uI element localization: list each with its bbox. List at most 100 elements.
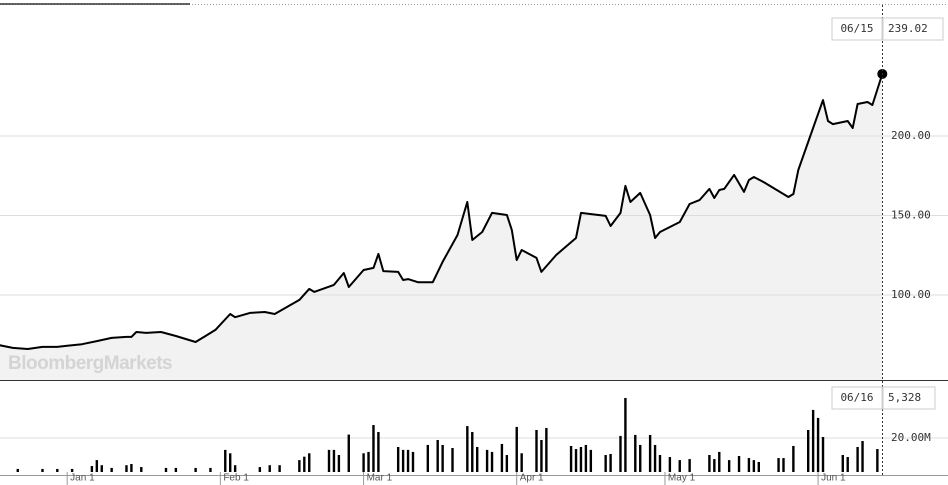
price-readout-box bbox=[882, 17, 944, 41]
volume-bar bbox=[209, 467, 212, 472]
date-readout: 06/15 bbox=[840, 22, 873, 35]
volume-bar bbox=[648, 434, 652, 472]
volume-bar bbox=[229, 453, 232, 472]
volume-bar bbox=[308, 453, 311, 472]
volume-bar bbox=[337, 454, 341, 472]
date-readout-box bbox=[831, 17, 883, 41]
x-tick-label: Jun 1 bbox=[821, 473, 846, 484]
price-area bbox=[0, 74, 883, 380]
volume-bar bbox=[441, 444, 444, 472]
volume-bar bbox=[56, 468, 59, 472]
volume-bar bbox=[708, 454, 711, 472]
volume-bar bbox=[466, 426, 469, 472]
volume-bar bbox=[41, 468, 44, 472]
volume-bar bbox=[327, 449, 331, 472]
volume-bar bbox=[451, 448, 454, 472]
volume-bar bbox=[653, 444, 657, 472]
volume-bar bbox=[752, 460, 756, 472]
volume-bar bbox=[372, 425, 375, 472]
volume-bar bbox=[110, 467, 113, 472]
price-line bbox=[0, 73, 884, 350]
volume-bar bbox=[757, 461, 760, 472]
volume-bar bbox=[589, 449, 593, 472]
volume-bar bbox=[406, 449, 410, 472]
volume-bar bbox=[377, 432, 380, 472]
volume-bar bbox=[747, 458, 751, 472]
volume-bar bbox=[520, 453, 523, 472]
volume-bar bbox=[856, 446, 859, 472]
volume-bar bbox=[806, 429, 810, 472]
volume-bar bbox=[485, 449, 489, 472]
x-tick-label: Apr 1 bbox=[520, 473, 544, 484]
volume-bar bbox=[125, 465, 128, 472]
volume-bar bbox=[658, 454, 662, 472]
y-tick-label: 150.00 bbox=[891, 208, 931, 221]
volume-bar bbox=[347, 434, 350, 472]
volume-bar bbox=[713, 459, 716, 472]
volume-bar bbox=[727, 460, 731, 472]
volume-bar bbox=[224, 449, 227, 472]
volume-bar bbox=[278, 465, 281, 472]
volume-bar bbox=[574, 449, 578, 472]
volume-bar bbox=[426, 444, 430, 472]
volume-bar bbox=[490, 451, 494, 472]
watermark: BloombergMarkets bbox=[8, 353, 172, 374]
volume-bar bbox=[634, 434, 637, 472]
volume-bar bbox=[233, 465, 237, 472]
x-tick-label: May 1 bbox=[668, 473, 696, 484]
volume-bar bbox=[303, 456, 306, 472]
volume-bar bbox=[821, 436, 825, 472]
volume-bar bbox=[362, 453, 365, 472]
volume-bar bbox=[194, 467, 197, 472]
volume-bar bbox=[401, 449, 405, 472]
volume-bar bbox=[619, 435, 622, 472]
volume-bar bbox=[90, 466, 94, 472]
volume-bar bbox=[811, 409, 815, 472]
volume-bar bbox=[792, 445, 795, 472]
volume-bar bbox=[436, 440, 439, 472]
volume-bar bbox=[411, 451, 415, 472]
volume-bar bbox=[782, 458, 785, 472]
volume-bar bbox=[861, 441, 864, 472]
x-tick-label: Jan 1 bbox=[70, 473, 95, 484]
volume-bar bbox=[164, 467, 168, 472]
x-tick-label: Mar 1 bbox=[367, 473, 393, 484]
price-readout: 239.02 bbox=[888, 22, 928, 35]
volume-bar bbox=[70, 468, 74, 472]
volume-bar bbox=[535, 429, 538, 472]
volume-bar bbox=[332, 449, 336, 472]
y-tick-label: 200.00 bbox=[891, 129, 931, 142]
volume-bar bbox=[95, 460, 99, 472]
volume-bar bbox=[624, 398, 627, 472]
volume-bar bbox=[639, 444, 642, 472]
vol-date-readout: 06/16 bbox=[840, 391, 873, 404]
volume-bar bbox=[471, 432, 474, 472]
volume-bar bbox=[505, 454, 509, 472]
volume-bar bbox=[737, 456, 741, 472]
volume-bar bbox=[841, 454, 844, 472]
volume-bar bbox=[688, 459, 691, 472]
volume-bar bbox=[515, 426, 518, 472]
volume-bar bbox=[584, 444, 588, 472]
volume-bar bbox=[174, 467, 178, 472]
volume-bar bbox=[140, 467, 143, 472]
volume-bar bbox=[816, 417, 820, 472]
y-tick-label: 20.00M bbox=[891, 431, 931, 444]
vol-readout-box bbox=[882, 386, 936, 410]
volume-bar bbox=[268, 465, 271, 472]
volume-bar bbox=[367, 451, 370, 472]
volume-bar bbox=[16, 468, 19, 472]
volume-bar bbox=[846, 457, 849, 472]
volume-bar bbox=[545, 427, 548, 472]
volume-bar bbox=[130, 464, 133, 472]
volume-bar bbox=[678, 460, 681, 472]
volume-bar bbox=[476, 446, 479, 472]
volume-bar bbox=[396, 446, 400, 472]
volume-bar bbox=[777, 458, 780, 472]
x-tick-label: Feb 1 bbox=[223, 473, 249, 484]
volume-bar bbox=[718, 451, 721, 472]
volume-bar bbox=[668, 457, 672, 472]
volume-bar bbox=[500, 443, 504, 472]
vol-date-readout-box bbox=[831, 386, 883, 410]
